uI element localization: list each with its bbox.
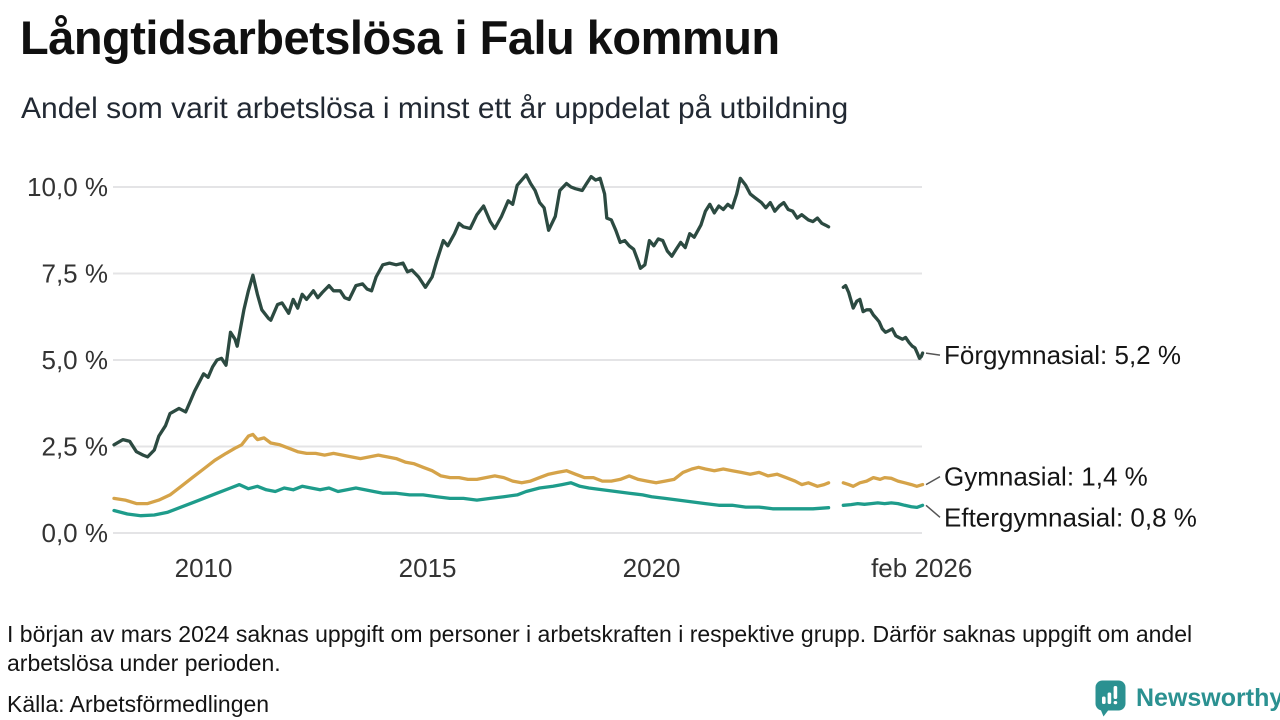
x-tick-label: 2015 bbox=[399, 553, 457, 583]
chart-title: Långtidsarbetslösa i Falu kommun bbox=[20, 11, 780, 64]
newsworthy-chart-bubble-icon bbox=[1095, 680, 1126, 717]
y-tick-label: 2,5 % bbox=[42, 432, 109, 462]
series-end-label-eftergymnasial: Eftergymnasial: 0,8 % bbox=[944, 502, 1197, 532]
series-line-eftergymnasial bbox=[112, 481, 831, 518]
y-tick-label: 10,0 % bbox=[27, 172, 108, 202]
y-tick-label: 5,0 % bbox=[42, 345, 109, 375]
series-end-label-förgymnasial: Förgymnasial: 5,2 % bbox=[944, 340, 1181, 370]
series-line-förgymnasial bbox=[112, 173, 831, 459]
source-attribution: Källa: Arbetsförmedlingen bbox=[7, 691, 270, 717]
series-line-förgymnasial bbox=[841, 283, 925, 360]
y-tick-label: 7,5 % bbox=[42, 259, 109, 289]
chart-subtitle: Andel som varit arbetslösa i minst ett å… bbox=[21, 92, 849, 125]
series-line-gymnasial bbox=[112, 432, 831, 506]
annotation-connector bbox=[925, 504, 941, 518]
series-line-gymnasial bbox=[841, 475, 925, 488]
newsworthy-logo: Newsworthy bbox=[1094, 679, 1280, 717]
x-tick-label: 2020 bbox=[623, 553, 681, 583]
footnote: I början av mars 2024 saknas uppgift om … bbox=[7, 621, 1193, 676]
annotation-connector bbox=[925, 352, 941, 356]
y-tick-label: 0,0 % bbox=[42, 518, 109, 548]
x-tick-label: 2010 bbox=[175, 553, 233, 583]
newsworthy-logo-text: Newsworthy bbox=[1136, 683, 1280, 712]
series-line-eftergymnasial bbox=[841, 501, 925, 510]
annotation-connector bbox=[925, 475, 941, 486]
line-chart: 0,0 % 2,5 % 5,0 % 7,5 % 10,0 % 2010 2015 2020 fe… bbox=[27, 172, 1197, 583]
x-tick-label: feb 2026 bbox=[871, 553, 972, 583]
series-end-label-gymnasial: Gymnasial: 1,4 % bbox=[944, 462, 1148, 492]
